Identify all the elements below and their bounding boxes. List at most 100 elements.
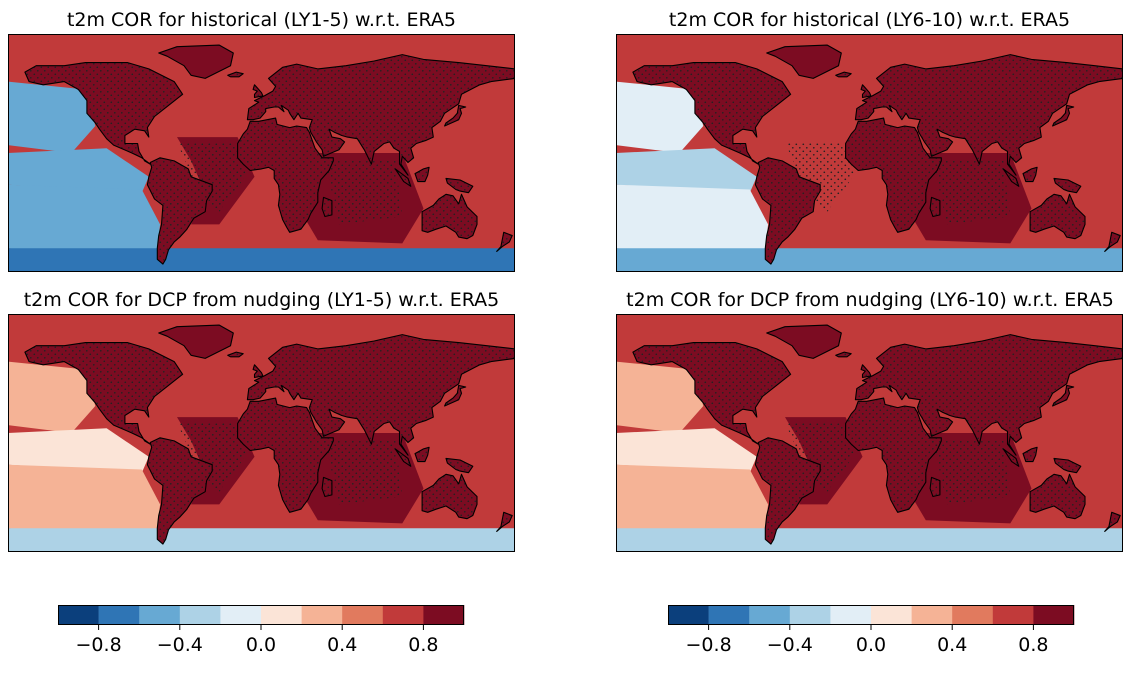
coastline-newGuinea	[445, 457, 474, 474]
stippling-newZealand	[1104, 512, 1121, 532]
coastline-borneo	[1022, 166, 1038, 183]
field-land-greenland	[158, 45, 234, 79]
coastline-southAmerica	[754, 157, 821, 265]
colorbar-frame	[58, 605, 464, 625]
coastline-japan	[1052, 104, 1075, 127]
colorbar-segment	[911, 605, 953, 625]
coastline-northAmerica	[24, 62, 184, 165]
coastline-eurasia	[854, 334, 1123, 456]
colorbar-tick-label: 0.0	[246, 634, 276, 656]
stippling-africa	[237, 118, 334, 233]
stippling-newZealand	[496, 232, 513, 252]
colorbar-svg: −0.8 −0.4 0.0 0.4 0.8	[668, 605, 1075, 656]
field-region-southern-ocean	[616, 528, 1123, 552]
stippling-eurasia	[247, 54, 515, 176]
coastline-japan	[1052, 384, 1075, 407]
colorbar-segment	[261, 605, 302, 625]
field-region-eq-e-pacific	[616, 428, 757, 473]
stippling-newGuinea	[1054, 458, 1081, 473]
map-frame	[616, 34, 1123, 272]
coastline-africa	[237, 117, 334, 233]
coastline-sumatra	[394, 448, 412, 467]
field-land-greenland	[766, 45, 842, 79]
colorbar-segment	[98, 605, 140, 625]
stippling-newGuinea	[1054, 178, 1081, 193]
coastline-northAmerica	[632, 62, 792, 165]
stippling-borneo	[415, 167, 430, 182]
colorbar-segment	[1033, 605, 1075, 625]
stippling-australia	[422, 474, 477, 519]
stippling-sumatra	[1003, 168, 1019, 187]
coastline-borneo	[414, 166, 430, 183]
colorbar-segment	[871, 605, 912, 625]
stippling-newZealand	[496, 512, 513, 532]
stippling-atlantic	[785, 141, 856, 212]
coastline-borneo	[414, 446, 430, 463]
stippling-newGuinea	[446, 458, 473, 473]
stippling-indian-ocean	[932, 160, 1011, 225]
coastline-australia	[421, 193, 478, 240]
colorbar-segment	[708, 605, 750, 625]
map-panel-dcp-ly6-10	[616, 314, 1123, 552]
colorbar-tick-label: −0.8	[686, 634, 732, 656]
colorbar-segment	[342, 605, 384, 625]
coastline-greenland	[766, 44, 842, 79]
field-region-eq-e-pacific	[8, 148, 149, 193]
colorbar-tick-label: 0.8	[1018, 634, 1048, 656]
stippling-sumatra	[1003, 448, 1019, 467]
coastline-britain	[252, 84, 264, 99]
field-land-greenland	[766, 325, 842, 359]
coastline-newZealand	[1104, 511, 1121, 532]
coastline-africa	[237, 397, 334, 513]
field-region-se-pacific	[616, 464, 769, 540]
coastline-madagascar	[321, 476, 333, 498]
coastline-greenland	[766, 324, 842, 359]
coastline-sumatra	[394, 168, 412, 187]
stippling-madagascar	[930, 197, 940, 217]
colorbar-frame	[668, 605, 1074, 625]
colorbar-tick-label: 0.4	[937, 634, 967, 656]
colorbar-tick-label: 0.0	[856, 634, 886, 656]
coastline-eurasia	[854, 54, 1123, 176]
colorbar-segment	[220, 605, 262, 625]
stippling-borneo	[1023, 447, 1038, 462]
stippling-northAmerica	[24, 62, 183, 165]
stippling-madagascar	[322, 197, 332, 217]
coastline-newGuinea	[1053, 457, 1082, 474]
colorbar-tick-label: −0.4	[157, 634, 203, 656]
colorbar-segment	[179, 605, 221, 625]
coastline-southAmerica	[146, 437, 213, 545]
coastline-newGuinea	[445, 177, 474, 194]
colorbar-segment	[58, 605, 99, 625]
coastline-australia	[421, 473, 478, 520]
field-region-eq-e-pacific	[616, 148, 757, 193]
map-svg	[616, 314, 1123, 552]
field-region-se-pacific	[8, 184, 161, 260]
stippling-atlantic	[785, 421, 856, 492]
stippling-atlantic	[177, 421, 248, 492]
field-region-ne-pacific	[616, 361, 704, 433]
colorbar-tick-label: 0.8	[408, 634, 438, 656]
stippling-africa	[845, 118, 942, 233]
coastline-newZealand	[496, 511, 513, 532]
coastline-sumatra	[1002, 448, 1020, 467]
field-region-eq-e-pacific	[8, 428, 149, 473]
coastline-newZealand	[1104, 231, 1121, 252]
map-panel-hist-ly1-5	[8, 34, 515, 272]
coastline-greenland	[158, 324, 234, 359]
map-svg	[8, 34, 515, 272]
panel-title-dcp-ly6-10: t2m COR for DCP from nudging (LY6-10) w.…	[626, 289, 1114, 311]
map-frame	[8, 314, 515, 552]
stippling-britain	[253, 364, 263, 378]
stippling-madagascar	[322, 477, 332, 497]
coastline-iceland	[227, 351, 244, 358]
stippling-sumatra	[395, 168, 411, 187]
coastline-madagascar	[321, 196, 333, 218]
stippling-northAmerica	[632, 342, 791, 445]
colorbar-tick-label: −0.8	[76, 634, 122, 656]
stippling-africa	[845, 398, 942, 513]
colorbar-tick-label: −0.4	[767, 634, 813, 656]
coastline-britain	[860, 364, 872, 379]
coastline-japan	[444, 384, 467, 407]
colorbar-segment	[952, 605, 994, 625]
